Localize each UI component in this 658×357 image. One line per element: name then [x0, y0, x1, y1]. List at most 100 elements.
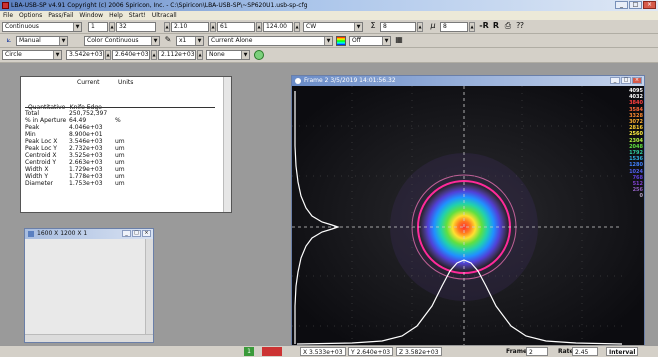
grid-select[interactable]: Off ▼ [349, 36, 391, 46]
result-row: Width Y 1.778e+03 um [25, 173, 125, 180]
sum-spin-button[interactable]: ▲ [417, 22, 423, 32]
aperture-y-spin[interactable]: ▲ [151, 50, 157, 60]
menu-file[interactable]: File [3, 12, 14, 19]
result-value: 2.663e+03 [69, 159, 103, 166]
value-field-5[interactable]: 124.00 [263, 22, 293, 32]
align-select[interactable]: Current Alone ▼ [208, 36, 333, 46]
result-row: Peak Loc X 3.546e+03 um [25, 138, 125, 145]
sum-icon[interactable]: Σ [370, 21, 376, 30]
frame-minimize-button[interactable]: _ [610, 77, 620, 84]
value-field-2[interactable]: 32 [116, 22, 156, 32]
menu-start[interactable]: Start! [128, 12, 146, 19]
close-button[interactable]: × [643, 1, 656, 9]
aperture-size-field[interactable]: 2.112e+03 [158, 50, 196, 60]
value-field-4[interactable]: 61 [217, 22, 255, 32]
results-panel: Current Units Quantitative--Knife Edge T… [20, 76, 232, 213]
aperture-y-field[interactable]: 2.640e+03 [112, 50, 150, 60]
help-icon[interactable]: ⁇ [516, 21, 524, 30]
small-window-vscroll[interactable] [145, 239, 153, 336]
chevron-down-icon: ▼ [59, 37, 67, 45]
menu-options[interactable]: Options [19, 12, 43, 19]
result-row: Centroid X 3.525e+03 um [25, 152, 125, 159]
results-scrollbar[interactable] [223, 77, 231, 212]
spin-button-4[interactable]: ▲ [256, 22, 262, 32]
small-window-title: 1600 X 1200 X 1 [25, 229, 153, 239]
scale-label: 4032 [629, 94, 643, 101]
spin-button-5[interactable]: ▲ [294, 22, 300, 32]
result-row: Total 250,752,397 [25, 110, 115, 117]
spin-button-1[interactable]: ▲ [109, 22, 115, 32]
spin-button-2[interactable]: ▲ [164, 22, 170, 32]
small-window-hscroll[interactable] [25, 334, 153, 342]
apply-aperture-icon[interactable] [254, 50, 264, 60]
chevron-down-icon: ▼ [382, 37, 390, 45]
trigger-select[interactable]: Manual ▼ [16, 36, 68, 46]
aperture-shape-select[interactable]: Circle ▼ [2, 50, 62, 60]
capture-mode-select[interactable]: Continuous ▼ [2, 22, 82, 32]
toolbar-display: ⟀ Manual ▼ Color Continuous ▼ ✎ x1 ▼ Curren… [0, 34, 658, 48]
result-value: 1.729e+03 [69, 166, 103, 173]
maximize-button[interactable]: □ [629, 1, 642, 9]
spin-button-3[interactable]: ▲ [210, 22, 216, 32]
minimize-button[interactable]: _ [615, 1, 628, 9]
aperture-y-value: 2.640e+03 [115, 51, 149, 58]
result-unit: um [115, 145, 125, 152]
cursor-x-readout: X 3.533e+03 [300, 347, 346, 356]
wave-mode-value: CW [306, 23, 317, 30]
frame-maximize-button[interactable]: □ [621, 77, 631, 84]
result-value: 8.900e+01 [69, 131, 103, 138]
mu-spin-button[interactable]: ▲ [469, 22, 475, 32]
scale-label: 2816 [629, 125, 643, 132]
wave-mode-select[interactable]: CW ▼ [303, 22, 363, 32]
palette-value: Color Continuous [87, 37, 139, 44]
title-bar: LBA-USB-SP v4.91 Copyright (c) 2006 Spir… [0, 0, 658, 11]
rate-label: Rate [558, 348, 574, 355]
aperture-mode-select[interactable]: None ▼ [206, 50, 250, 60]
value-4: 61 [220, 23, 228, 30]
scale-label: 3072 [629, 119, 643, 126]
value-2: 32 [119, 23, 127, 30]
small-minimize-button[interactable]: _ [122, 230, 131, 237]
menu-pass-fail[interactable]: Pass/Fail [48, 12, 74, 19]
scale-label: 3840 [629, 100, 643, 107]
zoom-value: x1 [179, 37, 187, 44]
small-maximize-button[interactable]: □ [132, 230, 141, 237]
result-row: Min 8.900e+01 [25, 131, 115, 138]
image-window-small: 1600 X 1200 X 1 _ □ × [24, 228, 154, 343]
reset-icon[interactable]: -R [479, 21, 489, 30]
chevron-down-icon: ▼ [73, 23, 81, 31]
mu-icon[interactable]: μ [430, 21, 436, 30]
scale-label: 1024 [629, 168, 643, 175]
beam-profile-image[interactable] [292, 86, 644, 346]
palette-colorbar-icon[interactable] [336, 36, 346, 46]
aperture-x-spin[interactable]: ▲ [105, 50, 111, 60]
r-bracket-icon[interactable]: R [492, 21, 500, 30]
aperture-size-spin[interactable]: ▲ [197, 50, 203, 60]
chevron-down-icon: ▼ [241, 51, 249, 59]
aperture-mode-value: None [209, 51, 225, 58]
sum-field[interactable]: 8 [380, 22, 416, 32]
result-unit: um [115, 166, 125, 173]
chevron-down-icon: ▼ [53, 51, 61, 59]
mu-field[interactable]: 8 [440, 22, 468, 32]
value-field-3[interactable]: 2.10 [171, 22, 209, 32]
menu-ultracall[interactable]: Ultracall [151, 12, 177, 19]
trigger-icon[interactable]: ⟀ [6, 35, 12, 44]
aperture-x-field[interactable]: 3.542e+03 [66, 50, 104, 60]
grid-icon[interactable]: ▦ [395, 35, 403, 44]
sum-value: 8 [383, 23, 387, 30]
result-row: % in Aperture 64.49% [25, 117, 121, 124]
pencil-icon[interactable]: ✎ [164, 35, 172, 44]
chevron-down-icon: ▼ [324, 37, 332, 45]
section-divider [25, 107, 215, 108]
menu-help[interactable]: Help [109, 12, 123, 19]
menu-window[interactable]: Window [79, 12, 104, 19]
print-icon[interactable]: ⎙ [504, 21, 512, 30]
zoom-select[interactable]: x1 ▼ [176, 36, 204, 46]
value-field-1[interactable]: 1 [88, 22, 108, 32]
scale-label: 3584 [629, 106, 643, 113]
palette-select[interactable]: Color Continuous ▼ [84, 36, 160, 46]
small-close-button[interactable]: × [142, 230, 151, 237]
frame-close-button[interactable]: × [632, 77, 642, 84]
toolbar-capture: Continuous ▼ 1 ▲ 32 ▲ 2.10 ▲ 61 ▲ 124.00 … [0, 20, 658, 34]
